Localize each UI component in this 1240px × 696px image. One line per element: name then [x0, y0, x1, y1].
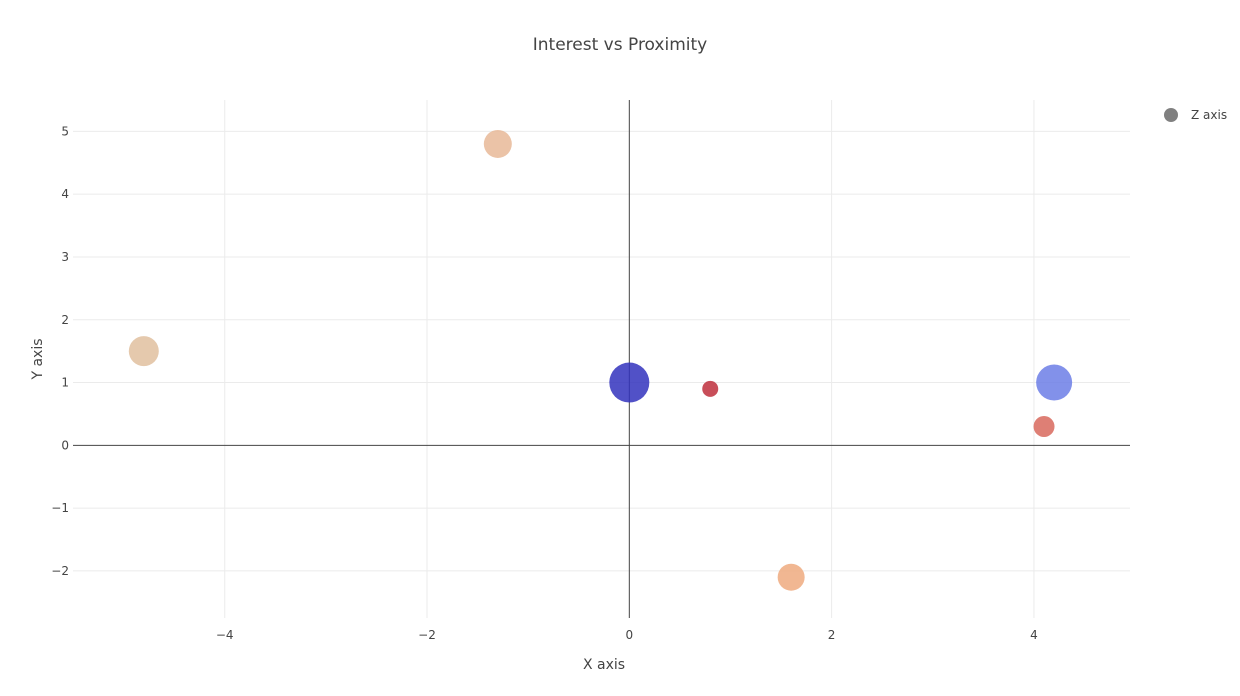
scatter-point[interactable]	[777, 563, 805, 591]
y-tick-label: −1	[51, 501, 69, 515]
scatter-point[interactable]	[1036, 364, 1073, 401]
y-axis-title: Y axis	[30, 338, 46, 380]
y-tick-label: 1	[61, 376, 69, 390]
y-tick-labels: −2 −1 0 1 2 3 4 5	[51, 124, 69, 578]
data-points[interactable]	[128, 129, 1073, 591]
scatter-point[interactable]	[128, 336, 159, 367]
scatter-point[interactable]	[483, 129, 512, 158]
x-axis-title: X axis	[583, 657, 625, 673]
x-tick-label: 0	[625, 628, 633, 642]
scatter-point[interactable]	[609, 362, 650, 403]
legend-marker	[1164, 108, 1178, 122]
legend-label: Z axis	[1191, 108, 1227, 122]
y-tick-label: 5	[61, 124, 69, 138]
x-tick-labels: −4 −2 0 2 4	[216, 628, 1038, 642]
grid-layer	[73, 100, 1130, 618]
zero-lines	[73, 100, 1130, 618]
chart-title: Interest vs Proximity	[533, 35, 707, 55]
legend[interactable]: Z axis	[1164, 108, 1227, 122]
scatter-point[interactable]	[702, 380, 719, 397]
x-tick-label: −4	[216, 628, 234, 642]
x-tick-label: 4	[1030, 628, 1038, 642]
y-tick-label: −2	[51, 564, 69, 578]
y-tick-label: 3	[61, 250, 69, 264]
scatter-point[interactable]	[1033, 415, 1055, 437]
y-tick-label: 0	[61, 438, 69, 452]
x-tick-label: 2	[828, 628, 836, 642]
x-tick-label: −2	[418, 628, 436, 642]
y-tick-label: 2	[61, 313, 69, 327]
y-tick-label: 4	[61, 187, 69, 201]
